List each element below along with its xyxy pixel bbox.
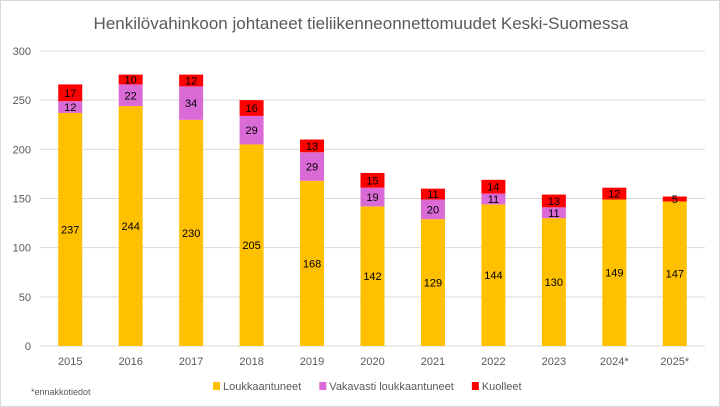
footnote: *ennakkotiedot — [31, 387, 91, 397]
data-label: 10 — [125, 75, 137, 87]
x-tick-label: 2016 — [118, 356, 142, 368]
data-label: 22 — [125, 90, 137, 102]
bar-segment — [481, 204, 506, 346]
x-tick-label: 2022 — [481, 356, 505, 368]
bar-segment — [602, 187, 627, 200]
bar-segment — [481, 179, 506, 194]
data-label: 142 — [363, 271, 381, 283]
bar-segment — [481, 193, 506, 205]
y-tick-label: 100 — [13, 243, 31, 255]
bar-segment — [179, 74, 204, 87]
data-label: 34 — [185, 98, 197, 110]
data-label: 144 — [484, 270, 502, 282]
data-label: 244 — [122, 221, 140, 233]
x-tick-label: 2019 — [300, 356, 324, 368]
bar-segment — [420, 188, 445, 200]
x-tick-label: 2023 — [542, 356, 566, 368]
legend-swatch — [319, 382, 327, 390]
data-label: 14 — [487, 182, 499, 194]
bar-segment — [239, 144, 264, 346]
data-label: 230 — [182, 228, 200, 240]
legend-swatch — [213, 382, 220, 390]
data-label: 11 — [548, 208, 559, 220]
bar-segment — [58, 112, 83, 346]
data-label: 5 — [672, 194, 678, 206]
x-tick-label: 2021 — [421, 356, 445, 368]
y-tick-label: 50 — [19, 292, 31, 304]
data-label: 12 — [64, 102, 76, 114]
data-label: 29 — [245, 125, 257, 137]
data-label: 19 — [366, 192, 378, 204]
data-label: 168 — [303, 258, 321, 270]
data-label: 205 — [242, 240, 260, 252]
data-label: 13 — [306, 141, 318, 153]
data-label: 149 — [605, 268, 623, 280]
bar-segment — [420, 219, 445, 346]
bar-segment — [239, 100, 264, 116]
legend-label: Kuolleet — [482, 381, 522, 393]
x-tick-label: 2020 — [360, 356, 384, 368]
bar-segment — [420, 199, 445, 220]
data-label: 11 — [427, 189, 438, 201]
data-label: 15 — [366, 175, 378, 187]
y-tick-label: 300 — [13, 46, 31, 58]
x-tick-label: 2017 — [179, 356, 203, 368]
bar-segment — [541, 194, 566, 208]
y-tick-label: 250 — [13, 95, 31, 107]
data-label: 29 — [306, 162, 318, 174]
data-label: 17 — [64, 88, 76, 100]
data-label: 129 — [424, 278, 442, 290]
bar-segment — [239, 115, 264, 145]
x-tick-label: 2015 — [58, 356, 82, 368]
bar-segment — [118, 84, 143, 107]
data-label: 16 — [245, 103, 257, 115]
bar-segment — [300, 152, 325, 181]
bar-segment — [360, 187, 385, 207]
bar-segment — [300, 180, 325, 346]
bar-segment — [118, 74, 143, 85]
bar-segment — [179, 119, 204, 346]
data-label: 11 — [488, 194, 499, 206]
y-tick-label: 150 — [13, 194, 31, 206]
bar-segment — [360, 206, 385, 346]
legend-label: Vakavasti loukkaantuneet — [329, 381, 454, 393]
bar-segment — [300, 139, 325, 153]
data-label: 237 — [61, 224, 79, 236]
x-tick-label: 2025* — [660, 356, 689, 368]
data-label: 20 — [427, 204, 439, 216]
chart-title: Henkilövahinkoon johtaneet tieliikenneon… — [94, 14, 629, 33]
data-label: 130 — [545, 277, 563, 289]
bar-segment — [58, 84, 83, 102]
bar-segment — [602, 199, 627, 346]
data-label: 12 — [185, 76, 197, 88]
data-label: 13 — [548, 196, 560, 208]
y-tick-label: 0 — [25, 341, 31, 353]
bar-segment — [179, 86, 204, 120]
bar-segment — [118, 106, 143, 346]
legend-label: Loukkaantuneet — [223, 381, 301, 393]
bar-segment — [662, 196, 687, 202]
y-tick-label: 200 — [13, 144, 31, 156]
bar-segment — [541, 207, 566, 219]
bar-segment — [541, 218, 566, 346]
data-label: 12 — [608, 189, 620, 201]
bar-segment — [360, 172, 385, 188]
bar-segment — [662, 201, 687, 346]
x-tick-label: 2018 — [239, 356, 263, 368]
data-label: 147 — [666, 269, 684, 281]
bar-segment — [58, 101, 83, 113]
x-tick-label: 2024* — [600, 356, 629, 368]
legend-swatch — [471, 382, 479, 390]
